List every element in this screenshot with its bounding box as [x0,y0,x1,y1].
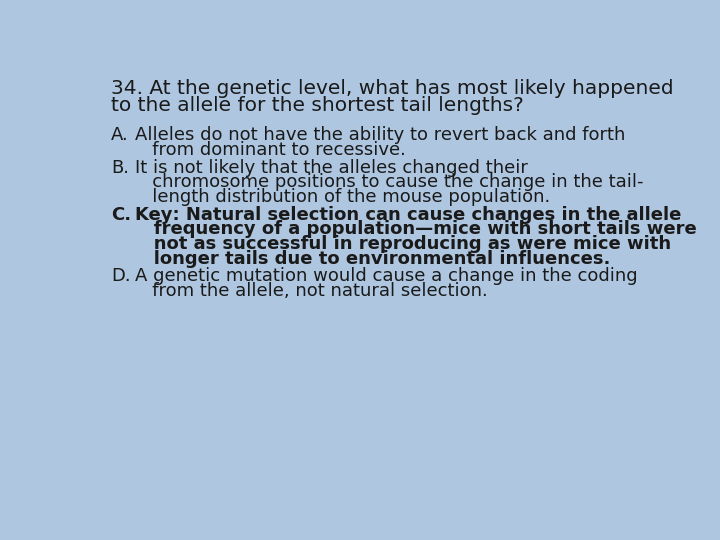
Text: C.: C. [111,206,131,224]
Text: from dominant to recessive.: from dominant to recessive. [135,141,406,159]
Text: from the allele, not natural selection.: from the allele, not natural selection. [135,282,487,300]
Text: It is not likely that the alleles changed their: It is not likely that the alleles change… [135,159,528,177]
Text: length distribution of the mouse population.: length distribution of the mouse populat… [135,188,550,206]
Text: A genetic mutation would cause a change in the coding: A genetic mutation would cause a change … [135,267,638,285]
Text: frequency of a population—mice with short tails were: frequency of a population—mice with shor… [135,220,697,238]
Text: to the allele for the shortest tail lengths?: to the allele for the shortest tail leng… [111,96,523,114]
Text: 34. At the genetic level, what has most likely happened: 34. At the genetic level, what has most … [111,79,673,98]
Text: B.: B. [111,159,129,177]
Text: Alleles do not have the ability to revert back and forth: Alleles do not have the ability to rever… [135,126,626,144]
Text: not as successful in reproducing as were mice with: not as successful in reproducing as were… [135,235,671,253]
Text: D.: D. [111,267,130,285]
Text: chromosome positions to cause the change in the tail-: chromosome positions to cause the change… [135,173,644,191]
Text: Key: Natural selection can cause changes in the allele: Key: Natural selection can cause changes… [135,206,681,224]
Text: A.: A. [111,126,129,144]
Text: longer tails due to environmental influences.: longer tails due to environmental influe… [135,249,611,268]
